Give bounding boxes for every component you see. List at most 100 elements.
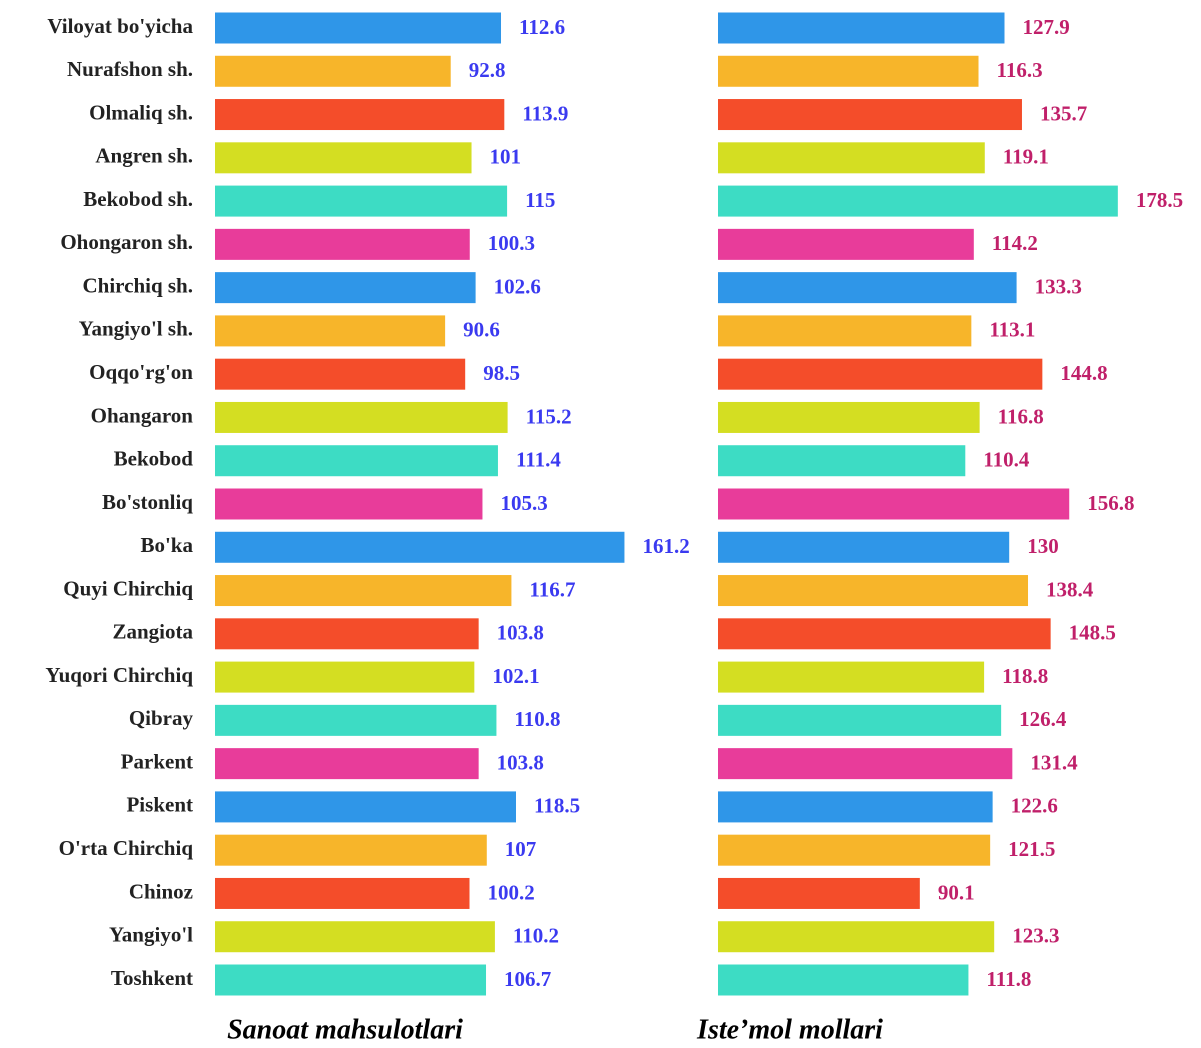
bar [718,185,1118,217]
bar [215,99,505,131]
value-label: 102.1 [492,664,539,688]
value-label: 123.3 [1012,924,1059,948]
category-label: Chirchiq sh. [83,273,194,297]
value-label: 90.1 [938,880,975,904]
bar [718,618,1051,650]
value-label: 114.2 [992,231,1038,255]
category-label: Ohangaron [91,403,194,427]
value-label: 92.8 [469,58,506,82]
bar [215,921,495,953]
bar [718,445,966,477]
value-label: 113.9 [522,101,568,125]
value-label: 148.5 [1069,621,1116,645]
value-label: 121.5 [1008,837,1055,861]
bar [215,12,502,44]
value-label: 110.8 [514,707,560,731]
bar [718,877,920,909]
value-label: 161.2 [642,534,689,558]
bar [215,748,479,780]
panel-caption: Iste’mol mollari [696,1014,883,1045]
category-label: Yangiyo'l sh. [79,317,193,341]
value-label: 122.6 [1011,794,1058,818]
category-label: O'rta Chirchiq [59,836,194,860]
value-label: 90.6 [463,318,500,342]
value-label: 103.8 [497,621,544,645]
bar [215,315,446,347]
bar [718,142,985,174]
bar [718,704,1002,736]
bar [215,877,470,909]
value-label: 106.7 [504,967,551,991]
value-label: 98.5 [483,361,520,385]
category-label: Toshkent [111,966,193,990]
category-label: Bo'ka [140,533,193,557]
bar [215,185,508,217]
bar [718,661,985,693]
category-label: Ohongaron sh. [60,230,193,254]
category-label: Angren sh. [95,144,193,168]
bar [718,488,1070,520]
bar [718,791,993,823]
value-label: 130 [1027,534,1059,558]
bar [215,834,487,866]
category-label: Piskent [126,793,193,817]
value-label: 110.2 [513,924,559,948]
bar [215,618,479,650]
category-label: Yuqori Chirchiq [45,663,193,687]
value-label: 102.6 [494,274,541,298]
category-label: Oqqo'rg'on [89,360,193,384]
value-label: 135.7 [1040,101,1087,125]
category-label: Olmaliq sh. [89,100,193,124]
bar [215,488,483,520]
value-label: 133.3 [1035,274,1082,298]
bar [215,661,475,693]
bar [215,55,451,87]
bar [215,575,512,607]
bar [718,272,1017,304]
bar [718,315,972,347]
bar [718,921,995,953]
category-label: Nurafshon sh. [67,57,193,81]
value-label: 101 [490,145,522,169]
bar [718,575,1029,607]
bar [718,531,1010,563]
value-label: 100.2 [488,880,535,904]
bar [718,748,1013,780]
value-label: 119.1 [1003,145,1049,169]
category-label: Zangiota [112,620,193,644]
panel-caption: Sanoat mahsulotlari [227,1014,463,1045]
bar [718,55,979,87]
category-label: Parkent [121,749,193,773]
value-label: 116.8 [998,404,1044,428]
value-label: 144.8 [1060,361,1107,385]
bar [215,704,497,736]
value-label: 127.9 [1022,15,1069,39]
value-label: 116.3 [997,58,1043,82]
bar [718,99,1022,131]
bar [215,401,508,433]
bar [718,12,1005,44]
value-label: 100.3 [488,231,535,255]
value-label: 118.5 [534,794,580,818]
value-label: 138.4 [1046,577,1094,601]
bar [718,964,969,996]
category-label: Bekobod [114,447,194,471]
bar [215,791,516,823]
category-label: Quyi Chirchiq [63,576,193,600]
value-label: 105.3 [500,491,547,515]
category-label: Chinoz [129,879,193,903]
bar [215,272,476,304]
value-label: 115.2 [526,404,572,428]
value-label: 156.8 [1087,491,1134,515]
bar [215,531,625,563]
value-label: 110.4 [983,448,1030,472]
value-label: 116.7 [529,577,575,601]
category-label: Bekobod sh. [83,187,193,211]
value-label: 103.8 [497,750,544,774]
bar [215,142,472,174]
value-label: 131.4 [1030,750,1078,774]
value-label: 178.5 [1136,188,1183,212]
category-label: Qibray [129,706,194,730]
bar [215,445,498,477]
value-label: 111.4 [516,448,561,472]
